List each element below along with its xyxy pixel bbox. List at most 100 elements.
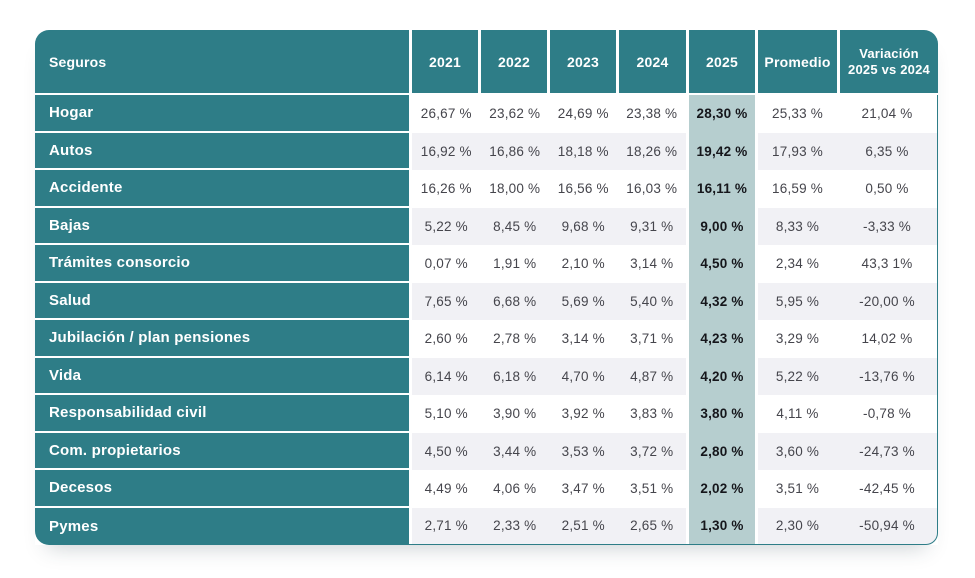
column-gutter xyxy=(755,95,758,133)
row-label: Salud xyxy=(35,282,409,320)
header-seguros: Seguros xyxy=(35,30,409,93)
row-label: Hogar xyxy=(35,95,409,133)
row-label: Autos xyxy=(35,132,409,170)
column-gutter xyxy=(755,357,758,395)
cell-2024: 4,87 % xyxy=(617,357,686,395)
column-gutter xyxy=(686,395,689,433)
cell-2024: 16,03 % xyxy=(617,170,686,208)
column-gutter xyxy=(686,320,689,358)
column-gutter xyxy=(686,207,689,245)
row-label: Jubilación / plan pensiones xyxy=(35,320,409,358)
cell-2021: 2,71 % xyxy=(412,507,481,545)
cell-variacion: -13,76 % xyxy=(837,357,938,395)
header-promedio: Promedio xyxy=(758,30,837,93)
column-gutter xyxy=(409,282,412,320)
column-gutter xyxy=(755,207,758,245)
cell-2023: 5,69 % xyxy=(549,282,618,320)
table-row: Salud 7,65 % 6,68 % 5,69 % 5,40 % 4,32 %… xyxy=(35,282,938,320)
cell-2025: 4,23 % xyxy=(689,320,755,358)
cell-promedio: 16,59 % xyxy=(758,170,837,208)
seguros-table: Seguros 2021 2022 2023 2024 2025 Promedi… xyxy=(35,30,938,545)
cell-variacion: 14,02 % xyxy=(837,320,938,358)
cell-2023: 18,18 % xyxy=(549,132,618,170)
cell-2025: 2,02 % xyxy=(689,470,755,508)
cell-2022: 16,86 % xyxy=(480,132,549,170)
table-body: Hogar 26,67 % 23,62 % 24,69 % 23,38 % 28… xyxy=(35,95,938,545)
table-row: Pymes 2,71 % 2,33 % 2,51 % 2,65 % 1,30 %… xyxy=(35,507,938,545)
column-gutter xyxy=(686,282,689,320)
cell-2023: 16,56 % xyxy=(549,170,618,208)
column-gutter xyxy=(755,470,758,508)
cell-2021: 5,22 % xyxy=(412,207,481,245)
cell-2024: 2,65 % xyxy=(617,507,686,545)
cell-promedio: 5,95 % xyxy=(758,282,837,320)
row-label: Responsabilidad civil xyxy=(35,395,409,433)
cell-2023: 3,47 % xyxy=(549,470,618,508)
cell-2024: 3,72 % xyxy=(617,432,686,470)
cell-2022: 23,62 % xyxy=(480,95,549,133)
row-label: Vida xyxy=(35,357,409,395)
cell-2021: 7,65 % xyxy=(412,282,481,320)
cell-2023: 2,51 % xyxy=(549,507,618,545)
table-row: Responsabilidad civil 5,10 % 3,90 % 3,92… xyxy=(35,395,938,433)
cell-variacion: 0,50 % xyxy=(837,170,938,208)
cell-2025: 4,32 % xyxy=(689,282,755,320)
cell-2025: 28,30 % xyxy=(689,95,755,133)
table-row: Bajas 5,22 % 8,45 % 9,68 % 9,31 % 9,00 %… xyxy=(35,207,938,245)
cell-variacion: -50,94 % xyxy=(837,507,938,545)
cell-promedio: 3,29 % xyxy=(758,320,837,358)
column-gutter xyxy=(755,320,758,358)
row-label: Com. propietarios xyxy=(35,432,409,470)
cell-2024: 3,14 % xyxy=(617,245,686,283)
table-row: Autos 16,92 % 16,86 % 18,18 % 18,26 % 19… xyxy=(35,132,938,170)
column-gutter xyxy=(686,245,689,283)
column-gutter xyxy=(409,132,412,170)
cell-2022: 6,18 % xyxy=(480,357,549,395)
cell-2023: 3,14 % xyxy=(549,320,618,358)
column-gutter xyxy=(409,507,412,545)
cell-2022: 2,33 % xyxy=(480,507,549,545)
cell-2021: 16,92 % xyxy=(412,132,481,170)
cell-2021: 6,14 % xyxy=(412,357,481,395)
cell-2025: 2,80 % xyxy=(689,432,755,470)
cell-promedio: 25,33 % xyxy=(758,95,837,133)
column-gutter xyxy=(686,507,689,545)
column-gutter xyxy=(409,207,412,245)
cell-2022: 18,00 % xyxy=(480,170,549,208)
cell-2025: 16,11 % xyxy=(689,170,755,208)
cell-2021: 4,49 % xyxy=(412,470,481,508)
column-gutter xyxy=(409,432,412,470)
cell-2022: 2,78 % xyxy=(480,320,549,358)
cell-2023: 3,53 % xyxy=(549,432,618,470)
column-gutter xyxy=(409,170,412,208)
column-gutter xyxy=(686,132,689,170)
cell-variacion: -3,33 % xyxy=(837,207,938,245)
cell-promedio: 2,30 % xyxy=(758,507,837,545)
cell-variacion: 6,35 % xyxy=(837,132,938,170)
column-gutter xyxy=(409,245,412,283)
cell-2022: 8,45 % xyxy=(480,207,549,245)
cell-2023: 2,10 % xyxy=(549,245,618,283)
cell-2022: 1,91 % xyxy=(480,245,549,283)
table-row: Vida 6,14 % 6,18 % 4,70 % 4,87 % 4,20 % … xyxy=(35,357,938,395)
column-gutter xyxy=(409,470,412,508)
row-label: Pymes xyxy=(35,507,409,545)
cell-variacion: -24,73 % xyxy=(837,432,938,470)
cell-2025: 19,42 % xyxy=(689,132,755,170)
cell-2022: 3,44 % xyxy=(480,432,549,470)
cell-2022: 4,06 % xyxy=(480,470,549,508)
cell-2023: 9,68 % xyxy=(549,207,618,245)
cell-promedio: 3,60 % xyxy=(758,432,837,470)
cell-promedio: 5,22 % xyxy=(758,357,837,395)
column-gutter xyxy=(409,395,412,433)
cell-variacion: -42,45 % xyxy=(837,470,938,508)
table-row: Decesos 4,49 % 4,06 % 3,47 % 3,51 % 2,02… xyxy=(35,470,938,508)
cell-2024: 9,31 % xyxy=(617,207,686,245)
header-2022: 2022 xyxy=(481,30,547,93)
cell-variacion: 43,3 1% xyxy=(837,245,938,283)
column-gutter xyxy=(686,432,689,470)
column-gutter xyxy=(755,395,758,433)
cell-2022: 3,90 % xyxy=(480,395,549,433)
cell-2023: 3,92 % xyxy=(549,395,618,433)
cell-2025: 4,50 % xyxy=(689,245,755,283)
